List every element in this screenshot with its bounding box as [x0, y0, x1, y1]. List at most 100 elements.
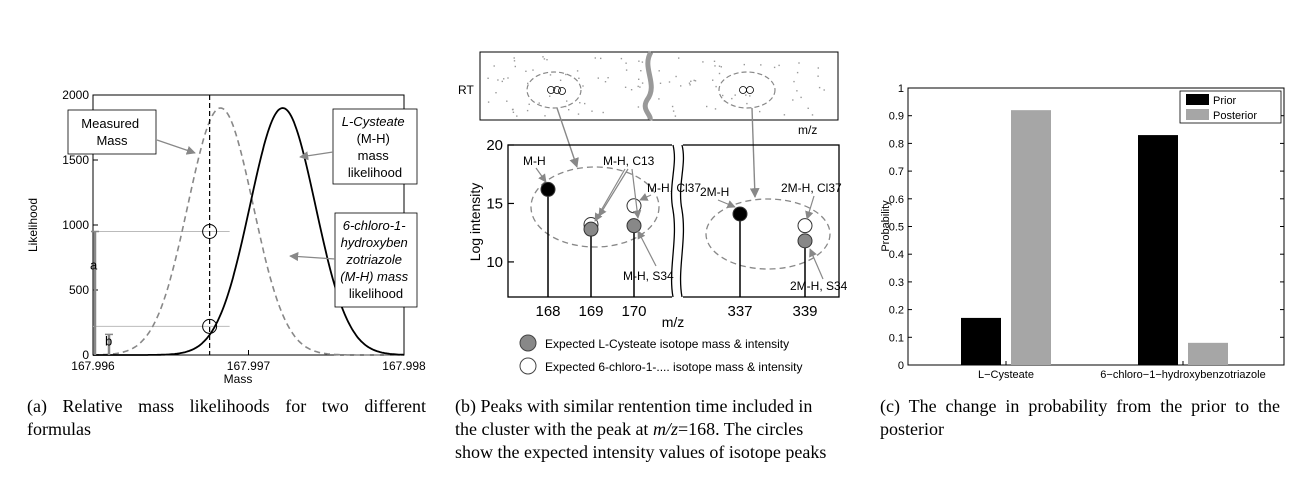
panel-b-x-tick-label: 170 — [621, 303, 646, 320]
panel-b-y-axis-label: Log intensity — [467, 183, 483, 262]
panel-b-rt-noise-point — [818, 86, 821, 89]
panel-c-legend-label-posterior: Posterior — [1213, 110, 1257, 122]
panel-a-cysteate-likelihood-curve — [93, 107, 405, 356]
panel-b-rt-noise-point — [543, 58, 546, 60]
panel-b-rt-noise-point — [542, 56, 544, 58]
panel-b-rt-noise-point — [577, 113, 580, 115]
panel-b-peaks — [540, 181, 813, 297]
panel-c-y-tick-label: 0 — [898, 360, 904, 372]
panel-b-rt-noise-point — [495, 92, 497, 94]
panel-b-rt-noise-point — [554, 87, 556, 90]
panel-b-y-ticks: 10 15 20 — [486, 137, 514, 271]
panel-b-caption-line-1: (b) Peaks with similar rentention time i… — [455, 396, 813, 416]
panel-b-rt-noise-point — [638, 60, 640, 62]
panel-b-rt-noise-point — [778, 64, 780, 67]
panel-b-arrow-c13-c — [631, 168, 642, 219]
panel-b-label-mh: M-H — [523, 154, 546, 168]
panel-b-rt-noise-point — [526, 109, 529, 112]
panel-b-rt-noise-point — [638, 78, 640, 80]
panel-b-rt-noise-point — [549, 74, 552, 76]
panel-c-legend-swatch-posterior — [1186, 109, 1209, 120]
panel-b-rt-noise-point — [544, 115, 546, 117]
panel-a-measured-box — [67, 109, 157, 155]
panel-b-rt-mz-label: m/z — [798, 123, 817, 137]
panel-b-rt-label: RT — [458, 83, 474, 97]
panel-b-rt-noise-point — [640, 70, 642, 72]
panel-b-arrow-2mh-cl37 — [805, 195, 815, 220]
panel-b-rt-noise-point — [516, 115, 518, 117]
panel-a-measured-arrow — [156, 139, 196, 155]
panel-c-chart: 0 0.1 0.2 0.3 0.4 0.5 0.6 0.7 0.8 0.9 1 L−Cysteate… — [880, 83, 1285, 381]
panel-b-y-tick-label: 10 — [486, 254, 503, 271]
panel-b-x-tick-label: 339 — [792, 303, 817, 320]
panel-b-rt-noise-point — [760, 64, 762, 66]
panel-b-rt-noise-points — [487, 56, 825, 117]
panel-b-cluster-ellipse-2 — [705, 198, 831, 270]
panel-b-rt-noise-point — [668, 81, 671, 83]
panel-b-rt-noise-point — [793, 80, 795, 83]
panel-a-difference-brackets — [91, 230, 113, 355]
panel-a-x-ticks: 167.996 167.997 167.998 — [71, 350, 426, 373]
panel-a-y-tick-label: 1500 — [62, 153, 89, 167]
panel-b-rt-noise-point — [513, 57, 515, 59]
panel-b-rt-peak — [746, 86, 754, 94]
panel-b-rt-noise-point — [568, 109, 570, 111]
panel-b-rt-break — [642, 50, 654, 121]
panel-b-rt-noise-point — [792, 99, 794, 101]
panel-b-caption-line-2: the cluster with the peak at m/z=168. Th… — [455, 419, 804, 439]
panel-b-rt-noise-point — [749, 95, 751, 97]
panel-b-legend: Expected L-Cysteate isotope mass & inten… — [519, 334, 802, 375]
panel-c-y-tick-label: 0.9 — [889, 111, 904, 123]
panel-b-caption: (b) Peaks with similar rentention time i… — [455, 395, 855, 464]
panel-c-y-tick-label: 0.7 — [889, 166, 904, 178]
panel-b-expected-cysteate-peak — [797, 233, 813, 249]
panel-b-legend-label-chloro: Expected 6-chloro-1-.... isotope mass & … — [545, 360, 802, 374]
panel-b-axis-break — [670, 141, 685, 301]
panel-b-rt-peak — [553, 86, 561, 94]
panel-c-bar-prior — [961, 317, 1001, 365]
panel-b-y-tick-label: 20 — [486, 137, 503, 154]
panel-b-label-2mh: 2M-H — [700, 185, 729, 199]
panel-b-expected-chloro-peak — [626, 198, 642, 214]
panel-b-rt-noise-point — [702, 61, 704, 63]
panel-b-rt-noise-point — [512, 111, 515, 113]
panel-b-rt-noise-point — [759, 110, 761, 113]
panel-b-rt-noise-point — [591, 110, 593, 112]
panel-b-arrow-c13-a — [594, 168, 626, 222]
panel-b-rt-noise-point — [713, 60, 716, 62]
panel-b-rt-noise-point — [637, 106, 640, 108]
panel-b-rt-noise-point — [675, 75, 677, 78]
panel-b-rt-noise-point — [722, 94, 724, 97]
panel-b-rt-noise-point — [798, 62, 800, 64]
panel-b-caption-line-3: show the expected intensity values of is… — [455, 442, 827, 462]
panel-b-y-tick-label: 15 — [486, 195, 503, 212]
panel-b-rt-noise-point — [497, 79, 499, 81]
panel-b-rt-noise-point — [503, 78, 505, 80]
panel-b-rt-peak — [558, 87, 566, 95]
panel-b-x-tick-label: 168 — [535, 303, 560, 320]
panel-b-rt-noise-point — [525, 70, 527, 72]
panel-a-y-tick-label: 1000 — [62, 218, 89, 232]
panel-b-x-axis-label: m/z — [662, 314, 685, 330]
panel-a-x-axis-label: Mass — [224, 372, 253, 386]
panel-b-arrow-mh — [535, 167, 547, 183]
panel-b-x-ticks: 168 169 170 337 339 — [535, 303, 817, 320]
panel-b-rt-cluster-2 — [718, 71, 776, 109]
panel-b-rt-noise-point — [694, 80, 697, 82]
panel-b-rt-strip: RT m/z — [458, 50, 839, 198]
panel-b-rt-noise-point — [714, 65, 716, 67]
panel-b-rt-noise-point — [566, 100, 568, 102]
panel-a-guides — [93, 231, 230, 327]
panel-b-annotations: M-H M-H, C13 M-H, Cl37 M-H, S34 2M-H 2M-… — [523, 154, 848, 293]
panel-a-chloro-box — [334, 212, 418, 308]
panel-b-rt-noise-point — [718, 65, 721, 67]
panel-b-rt-noise-point — [506, 100, 508, 102]
panel-b-rt-noise-point — [714, 108, 717, 110]
panel-b-rt-noise-point — [584, 102, 586, 105]
panel-b-x-tick-label: 169 — [578, 303, 603, 320]
panel-b-rt-noise-point — [743, 63, 745, 66]
panel-b-rt-noise-point — [538, 102, 540, 104]
panel-b-rt-noise-point — [639, 86, 641, 88]
panel-c-bars — [961, 110, 1228, 365]
panel-c-x-tick-label: L−Cysteate — [978, 369, 1034, 381]
